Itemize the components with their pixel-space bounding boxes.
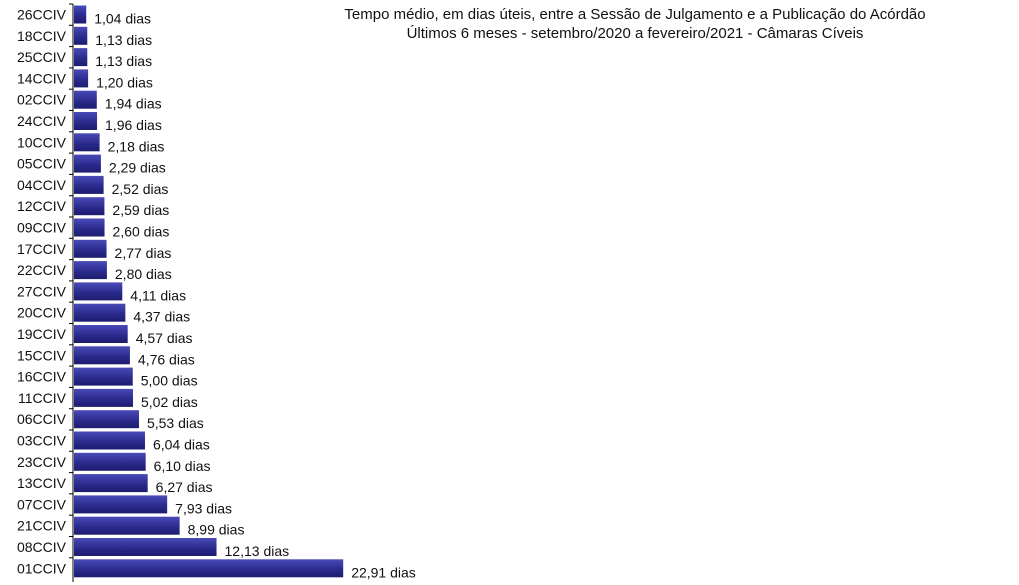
data-label: 8,99 dias — [188, 522, 245, 538]
category-label: 18CCIV — [17, 28, 67, 44]
data-label: 2,60 dias — [113, 224, 170, 240]
chart-title: Tempo médio, em dias úteis, entre a Sess… — [344, 6, 926, 23]
bar — [74, 474, 148, 493]
category-label: 04CCIV — [17, 177, 67, 193]
bar — [74, 538, 217, 556]
bar — [74, 452, 146, 471]
data-label: 5,53 dias — [147, 415, 204, 431]
bar — [74, 516, 180, 535]
category-label: 16CCIV — [17, 369, 67, 385]
category-label: 19CCIV — [17, 326, 67, 342]
data-label: 1,13 dias — [95, 32, 152, 48]
data-label: 7,93 dias — [175, 500, 232, 516]
bar — [74, 69, 89, 88]
bar — [74, 112, 98, 130]
category-label: 20CCIV — [17, 305, 67, 321]
category-label: 23CCIV — [17, 454, 67, 470]
category-label: 07CCIV — [17, 496, 67, 512]
data-label: 5,00 dias — [141, 373, 198, 389]
data-label: 4,57 dias — [136, 330, 193, 346]
data-label: 1,96 dias — [105, 117, 162, 133]
data-label: 2,29 dias — [109, 160, 166, 176]
bar — [74, 90, 97, 109]
data-label: 1,94 dias — [105, 96, 162, 112]
data-label: 12,13 dias — [225, 543, 290, 559]
bar — [74, 431, 145, 450]
category-label: 25CCIV — [17, 49, 67, 65]
category-label: 10CCIV — [17, 134, 67, 150]
category-label: 15CCIV — [17, 347, 67, 363]
category-label: 03CCIV — [17, 433, 67, 449]
data-label: 2,18 dias — [108, 138, 165, 154]
category-label: 11CCIV — [18, 390, 67, 406]
category-label: 13CCIV — [17, 475, 67, 491]
bar — [74, 559, 344, 578]
category-label: 27CCIV — [17, 283, 67, 299]
data-label: 6,04 dias — [153, 437, 210, 453]
data-label: 2,59 dias — [112, 202, 169, 218]
bar — [74, 218, 105, 237]
category-label: 24CCIV — [17, 113, 67, 129]
category-label: 09CCIV — [17, 220, 67, 236]
category-label: 08CCIV — [17, 539, 67, 555]
data-label: 4,37 dias — [133, 309, 190, 325]
category-label: 22CCIV — [17, 262, 67, 278]
category-label: 02CCIV — [17, 92, 67, 108]
chart-subtitle: Últimos 6 meses - setembro/2020 a fevere… — [406, 25, 864, 42]
data-label: 1,20 dias — [96, 74, 153, 90]
data-label: 2,77 dias — [115, 245, 172, 261]
bar — [74, 367, 133, 386]
bar — [74, 175, 104, 194]
data-label: 4,11 dias — [130, 287, 186, 303]
data-label: 1,13 dias — [95, 53, 152, 69]
category-label: 01CCIV — [17, 560, 67, 576]
bar — [74, 346, 130, 365]
bar — [74, 282, 123, 301]
bar — [74, 303, 126, 322]
bar — [74, 239, 107, 258]
category-label: 05CCIV — [17, 156, 67, 172]
data-label: 22,91 dias — [351, 564, 416, 580]
data-label: 1,04 dias — [94, 11, 151, 27]
bar — [74, 495, 168, 514]
bar — [74, 197, 105, 216]
bar — [74, 133, 100, 152]
category-label: 12CCIV — [17, 198, 67, 214]
bar — [74, 48, 88, 67]
category-label: 21CCIV — [17, 518, 67, 534]
category-label: 14CCIV — [17, 70, 67, 86]
bar — [74, 410, 139, 429]
data-label: 2,52 dias — [112, 181, 169, 197]
category-label: 17CCIV — [17, 241, 67, 257]
data-label: 5,02 dias — [141, 394, 198, 410]
bar — [74, 26, 88, 45]
data-label: 6,10 dias — [154, 458, 211, 474]
category-label: 06CCIV — [17, 411, 67, 427]
bar — [74, 5, 87, 24]
data-label: 2,80 dias — [115, 266, 172, 282]
bar — [74, 388, 133, 407]
bar — [74, 261, 107, 280]
category-label: 26CCIV — [17, 7, 67, 23]
data-label: 4,76 dias — [138, 351, 195, 367]
bar — [74, 154, 101, 173]
bar — [74, 325, 128, 343]
data-label: 6,27 dias — [156, 479, 213, 495]
